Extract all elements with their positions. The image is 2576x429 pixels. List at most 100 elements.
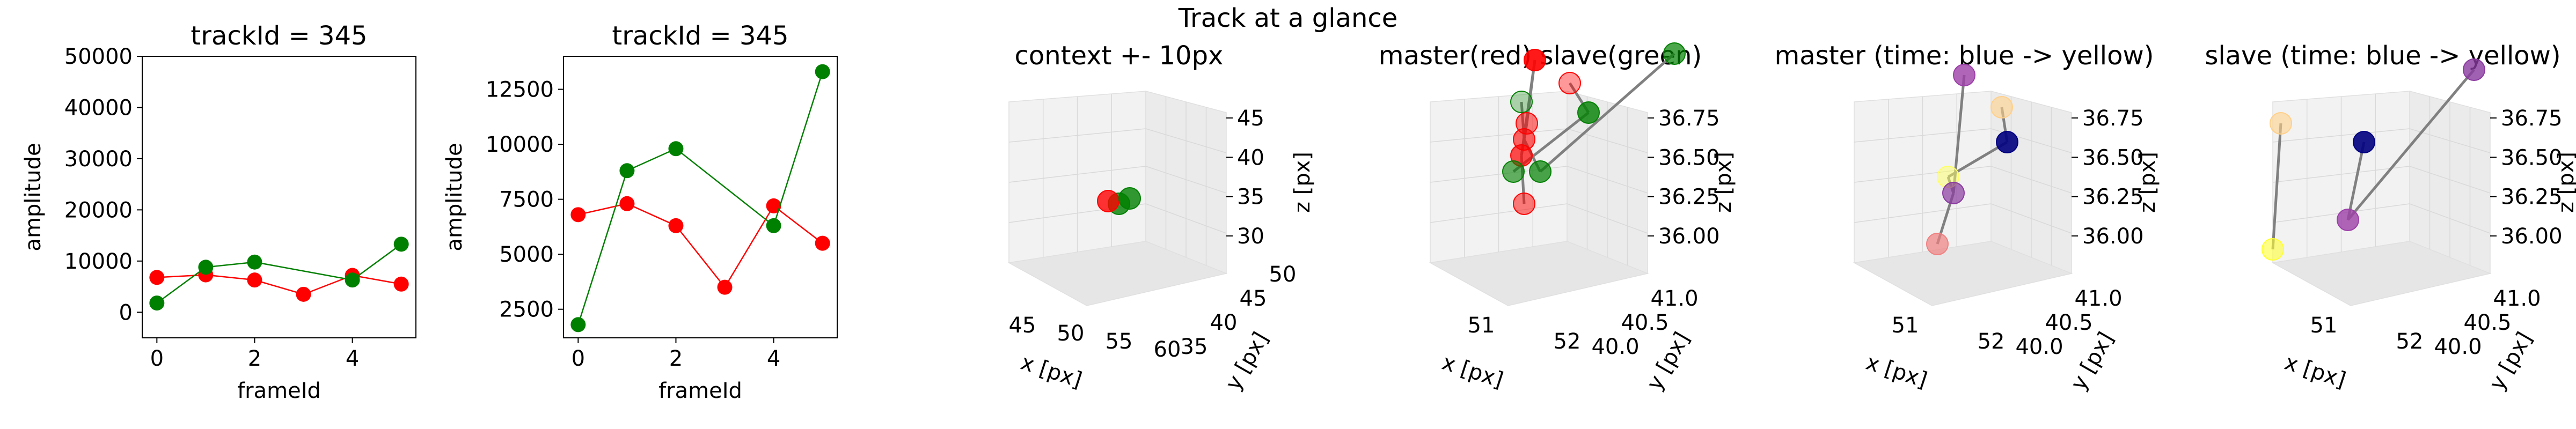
y-tick-label: 12500 [486,78,554,102]
axes-frame [563,56,838,338]
data-point [198,260,214,275]
z-tick-label: 36.00 [1658,224,1720,249]
y-tick-label: 40.5 [2045,310,2092,335]
y-tick-label: 40.0 [2015,335,2063,359]
y-tick-label: 40.0 [2434,335,2482,359]
z-axis-label: z [px] [1711,152,1736,213]
track-link-line [2271,123,2282,250]
figure-suptitle: Track at a glance [1178,3,1398,33]
y-tick-label: 0 [119,300,133,325]
series-line-2 [577,71,823,325]
x-axis-label: x [px] [1863,350,1930,393]
3d-panel-2: master(red) slave(green)36.0036.2536.503… [1379,41,1736,395]
x-tick-label: 55 [1106,329,1133,354]
z-tick-label: 36.50 [2082,145,2144,170]
data-point [345,272,360,288]
y-tick-label: 35 [1181,335,1208,359]
grid-line [1567,166,1648,194]
x-tick-label: 4 [767,346,780,371]
grid-line [1990,203,2072,234]
data-point [815,235,830,251]
track-link-line [2346,142,2366,220]
scatter-marker [1577,101,1600,124]
z-tick-label: 35 [1237,185,1264,210]
3d-panel-3: master (time: blue -> yellow)36.0036.253… [1775,41,2160,395]
line-chart-1: trackId = 345 frameId amplitude 0 2 4 0 10000 20… [21,21,416,403]
x-tick-label: 0 [150,346,164,371]
grid-line [2409,166,2491,194]
y-axis-label: amplitude [442,143,467,251]
track-link-line [2347,69,2475,221]
x-axis-label: x [px] [2281,350,2348,393]
x-tick-label: 50 [1057,321,1085,346]
z-axis-label: z [px] [2554,152,2576,213]
y-tick-label: 30000 [64,147,133,172]
x-tick-label: 52 [2396,329,2424,354]
x-tick-label: 4 [346,346,359,371]
scatter-marker [1663,42,1686,65]
grid-line [1008,166,1146,183]
grid-line [1990,166,2072,194]
x-tick-label: 51 [1468,313,1495,338]
y-tick-label: 41.0 [2493,286,2541,311]
y-tick-label: 2500 [499,298,554,322]
y-tick-label: 45 [1240,286,1267,311]
y-axis-label: y [px] [2066,328,2119,394]
scatter-marker [1510,91,1533,113]
z-tick-label: 36.75 [1658,106,1720,131]
z-tick-label: 36.50 [2501,145,2563,170]
data-point [149,295,165,311]
grid-line [1567,203,1648,234]
grid-line [1854,166,1992,183]
scatter-marker [1529,160,1552,183]
z-tick-label: 36.25 [2501,185,2563,210]
data-point [815,64,830,79]
data-point [619,196,635,211]
y-tick-label: 50 [1269,262,1297,287]
data-point [247,254,262,270]
data-point [766,218,781,233]
scatter-marker [1097,190,1119,212]
y-tick-label: 41.0 [2074,286,2122,311]
x-axis-label: frameId [237,379,321,403]
scatter-marker [1942,182,1965,204]
series-line-2 [156,243,402,304]
z-tick-label: 40 [1237,145,1264,170]
y-tick-label: 40 [1210,310,1238,335]
x-axis-label: x [px] [1439,350,1506,393]
data-point [668,141,684,157]
z-tick-label: 36.75 [2501,106,2563,131]
grid-line [1145,203,1227,234]
grid-line [1430,203,1568,223]
x-tick-label: 45 [1009,313,1036,338]
y-tick-label: 7500 [499,188,554,212]
grid-line [2409,203,2491,234]
scatter-marker [1990,96,2013,119]
y-axis-label: y [px] [1642,328,1695,394]
x-tick-label: 60 [1154,337,1181,362]
y-tick-label: 40000 [64,95,133,120]
scatter-marker [1926,233,1949,255]
scatter-marker [1502,160,1525,183]
x-tick-label: 0 [572,346,585,371]
scatter-marker [2262,238,2284,261]
data-point [619,163,635,179]
data-point [570,317,586,332]
scatter-marker [1558,72,1581,94]
x-axis-label: frameId [658,379,742,403]
z-axis-label: z [px] [1290,152,1315,213]
series-line-1 [157,274,401,295]
x-tick-label: 2 [248,346,261,371]
data-point [247,272,262,288]
y-tick-label: 41.0 [1650,286,1698,311]
chart-title: slave (time: blue -> yellow) [2205,41,2560,71]
data-point [717,279,733,295]
axes-frame [142,56,416,338]
grid-line [1854,203,1992,223]
scatter-marker [2270,112,2292,135]
chart-title: context +- 10px [1015,41,1224,71]
floor-pane [2271,241,2492,306]
scatter-marker [1953,64,1975,86]
track-link-line [1947,140,2008,179]
y-axis-label: y [px] [1221,328,1274,394]
